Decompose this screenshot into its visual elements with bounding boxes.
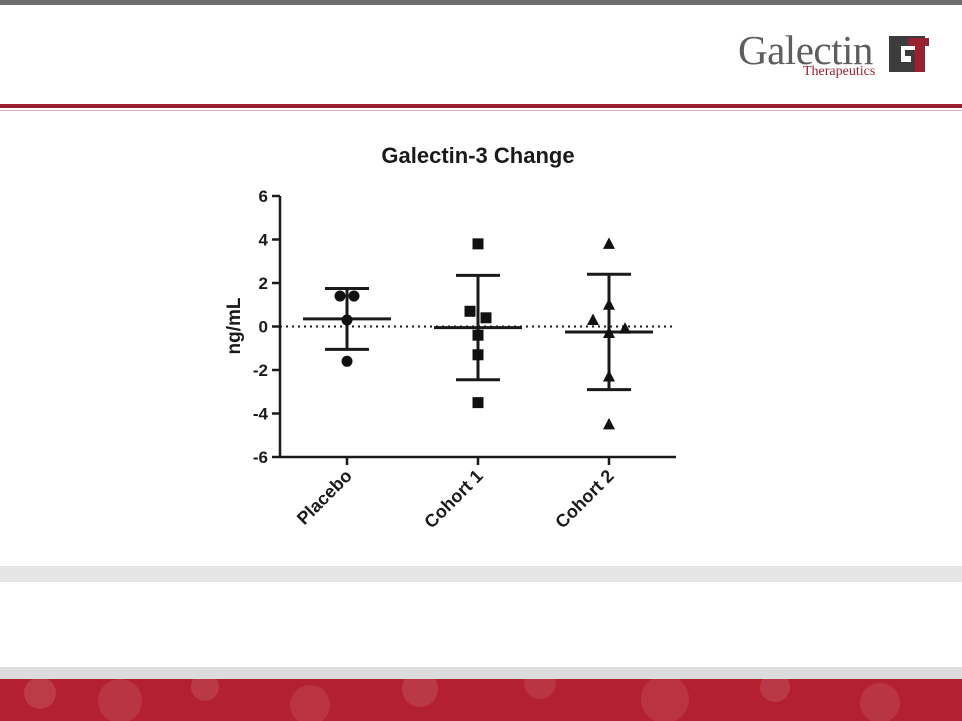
footer-bubbles-decoration bbox=[24, 679, 900, 721]
x-tick-label: Cohort 1 bbox=[420, 466, 486, 532]
y-axis-label: ng/mL bbox=[224, 297, 245, 354]
data-point bbox=[472, 349, 484, 361]
series-cohort-1 bbox=[434, 238, 522, 409]
data-point bbox=[341, 314, 353, 326]
data-point bbox=[341, 355, 353, 367]
y-tick-label: 0 bbox=[259, 318, 268, 337]
y-tick-label: 4 bbox=[259, 231, 269, 250]
logo-wordmark: Galectin bbox=[738, 27, 873, 73]
y-tick-label: -2 bbox=[253, 361, 268, 380]
header-divider bbox=[0, 104, 962, 108]
data-point bbox=[472, 397, 484, 409]
y-axis: 6 4 2 0 -2 -4 -6 bbox=[253, 187, 282, 467]
data-point bbox=[464, 305, 476, 317]
data-point bbox=[334, 290, 346, 302]
data-point bbox=[480, 312, 492, 324]
footer-band-light bbox=[0, 566, 962, 582]
x-tick-label: Placebo bbox=[293, 466, 356, 529]
data-point bbox=[603, 237, 615, 249]
y-tick-label: -4 bbox=[253, 405, 269, 424]
chart-title: Galectin-3 Change bbox=[381, 143, 574, 168]
footer-band-grey bbox=[0, 667, 962, 679]
company-logo: Galectin Therapeutics bbox=[735, 26, 935, 82]
data-point bbox=[348, 290, 360, 302]
x-axis: Placebo Cohort 1 Cohort 2 bbox=[280, 455, 676, 532]
logo-subtitle: Therapeutics bbox=[803, 64, 876, 79]
data-series bbox=[303, 237, 653, 430]
data-point bbox=[603, 326, 615, 339]
footer-band-red bbox=[0, 679, 962, 721]
data-point bbox=[603, 417, 615, 430]
series-placebo bbox=[303, 286, 391, 367]
data-point bbox=[472, 238, 484, 250]
data-point bbox=[603, 298, 615, 310]
data-point bbox=[603, 370, 615, 382]
top-rule bbox=[0, 0, 962, 5]
x-tick-label: Cohort 2 bbox=[551, 466, 617, 532]
data-point bbox=[619, 322, 631, 334]
y-tick-label: -6 bbox=[253, 448, 268, 467]
data-point bbox=[472, 329, 484, 341]
galectin-3-change-chart: Galectin-3 Change ng/mL 6 4 2 0 -2 -4 -6 Place… bbox=[224, 143, 676, 532]
gt-monogram-logo bbox=[885, 32, 931, 76]
header-divider-shadow bbox=[0, 110, 962, 111]
y-tick-label: 6 bbox=[259, 187, 268, 206]
y-tick-label: 2 bbox=[259, 274, 268, 293]
series-cohort-2 bbox=[565, 237, 653, 430]
data-point bbox=[587, 313, 599, 325]
